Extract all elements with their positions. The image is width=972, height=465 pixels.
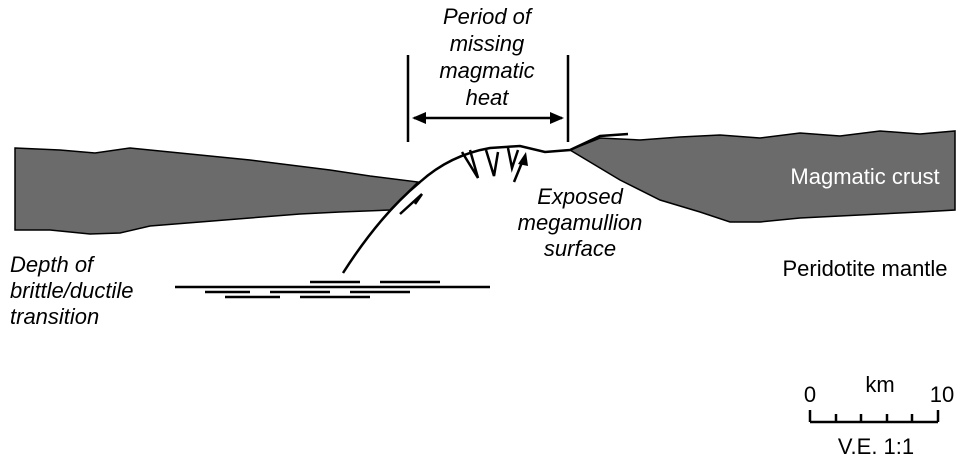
label: transition <box>10 304 99 329</box>
scale-label: km <box>865 372 894 397</box>
slip-arrow <box>399 193 424 215</box>
small-fault <box>460 149 480 179</box>
label: Peridotite mantle <box>782 256 947 281</box>
label: Depth of <box>10 252 96 277</box>
scale-note: V.E. 1:1 <box>838 434 914 459</box>
label: magmatic <box>439 58 534 83</box>
transition-dashes <box>175 280 490 299</box>
label: megamullion <box>518 210 643 235</box>
arrow-head <box>550 112 564 124</box>
label: heat <box>466 85 510 110</box>
label: brittle/ductile <box>10 278 134 303</box>
fault-surface <box>341 132 629 274</box>
label: Period of <box>443 4 534 29</box>
small-fault <box>484 149 500 177</box>
label: Exposed <box>537 184 623 209</box>
label: surface <box>544 236 616 261</box>
small-fault <box>506 147 520 173</box>
scale-label: 0 <box>804 382 816 407</box>
label: Magmatic crust <box>790 164 939 189</box>
label: missing <box>450 31 525 56</box>
arrow-head <box>518 152 528 166</box>
scale-bar <box>808 410 940 424</box>
crust-left <box>14 147 420 235</box>
scale-label: 10 <box>930 382 954 407</box>
arrow-head <box>412 112 426 124</box>
crust-right <box>568 130 956 223</box>
